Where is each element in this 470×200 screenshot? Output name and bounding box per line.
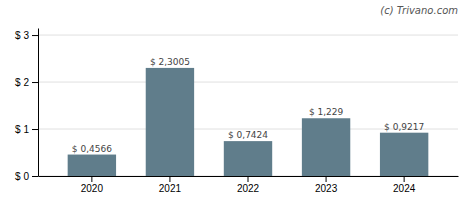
data-labels: $ 0,4566 $ 2,3005 $ 0,7424 $ 1,229 $ 0,9217 bbox=[72, 57, 424, 154]
bar bbox=[224, 141, 272, 176]
bars bbox=[68, 68, 429, 176]
x-tick-label: 2023 bbox=[315, 183, 338, 194]
y-tick-label: $ 2 bbox=[15, 77, 29, 88]
y-tick: $ 2 bbox=[15, 77, 38, 88]
y-tick-label: $ 0 bbox=[15, 171, 29, 182]
x-tick-label: 2022 bbox=[237, 183, 260, 194]
x-tick-label: 2024 bbox=[393, 183, 416, 194]
annotation: (c) Trivano.com bbox=[380, 5, 458, 16]
data-label: $ 0,9217 bbox=[384, 122, 424, 132]
x-tick: 2020 bbox=[81, 176, 104, 194]
data-label: $ 2,3005 bbox=[150, 57, 190, 67]
bar bbox=[68, 155, 116, 176]
y-tick: $ 3 bbox=[15, 30, 38, 41]
data-label: $ 1,229 bbox=[309, 107, 344, 117]
bar bbox=[302, 118, 350, 176]
x-tick: 2022 bbox=[237, 176, 260, 194]
x-axis: 2020 2021 2022 2023 2024 bbox=[39, 176, 459, 194]
x-tick-mark bbox=[248, 176, 249, 182]
x-tick-mark bbox=[404, 176, 405, 182]
chart: $ 0 $ 1 $ 2 $ 3 2020 2021 2022 2023 2024 $ 0,4566… bbox=[0, 0, 470, 200]
y-tick-mark bbox=[32, 176, 38, 177]
x-tick-mark bbox=[326, 176, 327, 182]
y-tick: $ 0 bbox=[15, 171, 38, 182]
y-axis-line bbox=[38, 29, 39, 177]
grid-line bbox=[38, 82, 458, 83]
grid-line bbox=[38, 35, 458, 36]
y-tick-label: $ 1 bbox=[15, 124, 29, 135]
y-tick-mark bbox=[32, 129, 38, 130]
y-tick: $ 1 bbox=[15, 124, 38, 135]
y-tick-label: $ 3 bbox=[15, 30, 29, 41]
x-tick-label: 2021 bbox=[159, 183, 182, 194]
y-tick-mark bbox=[32, 82, 38, 83]
grid bbox=[38, 35, 458, 176]
chart-container: $ 0 $ 1 $ 2 $ 3 2020 2021 2022 2023 2024 $ 0,4566… bbox=[0, 0, 470, 200]
x-tick: 2024 bbox=[393, 176, 416, 194]
data-label: $ 0,7424 bbox=[228, 130, 268, 140]
y-axis: $ 0 $ 1 $ 2 $ 3 bbox=[15, 29, 38, 182]
y-tick-mark bbox=[32, 35, 38, 36]
x-tick: 2021 bbox=[159, 176, 182, 194]
x-tick: 2023 bbox=[315, 176, 338, 194]
bar bbox=[380, 133, 428, 176]
x-tick-label: 2020 bbox=[81, 183, 104, 194]
x-tick-mark bbox=[91, 176, 92, 182]
bar bbox=[146, 68, 194, 176]
data-label: $ 0,4566 bbox=[72, 144, 112, 154]
x-tick-mark bbox=[169, 176, 170, 182]
